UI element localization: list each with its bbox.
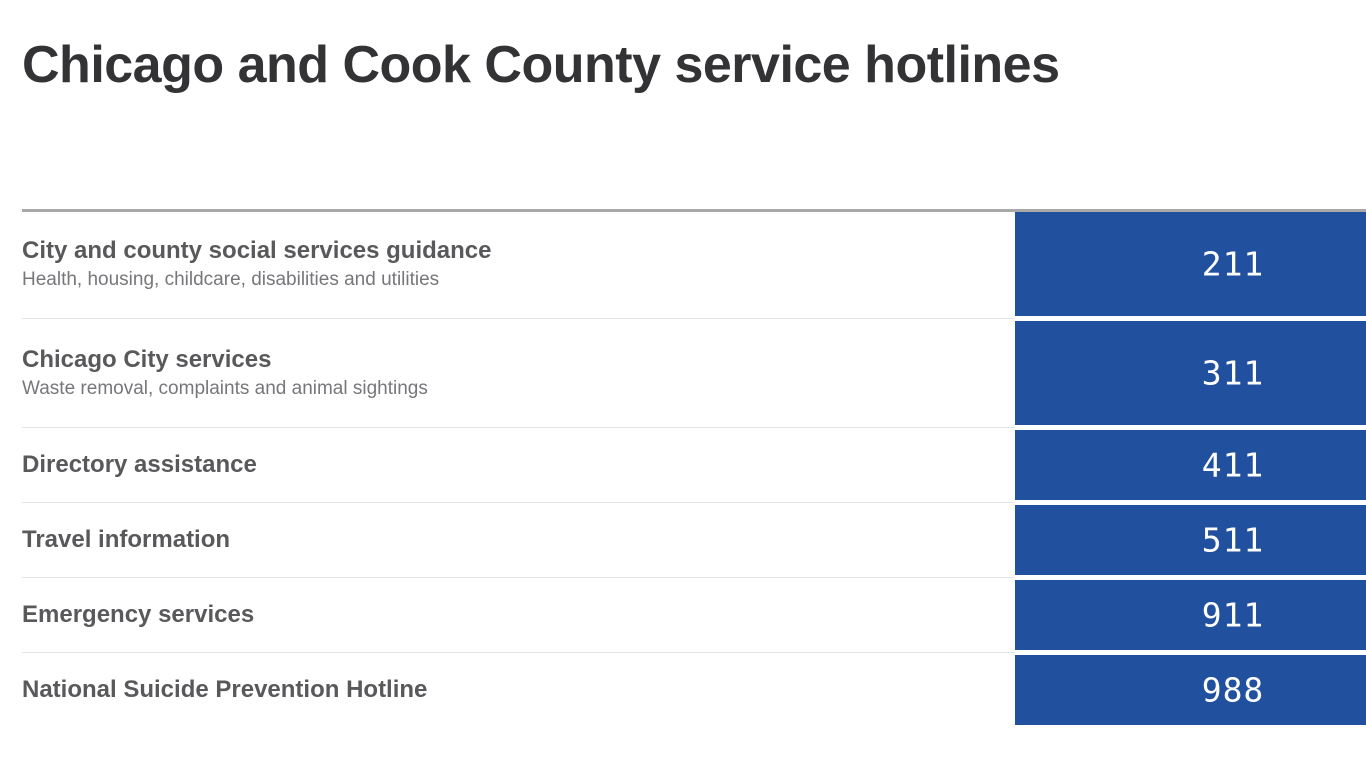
- page-title: Chicago and Cook County service hotlines: [22, 36, 1060, 94]
- table-row-suicide-prevention: National Suicide Prevention Hotline 988: [0, 655, 1366, 725]
- hotline-number: 211: [1201, 244, 1265, 284]
- service-label-cell: Directory assistance: [0, 430, 1015, 500]
- hotline-number-bar: 988: [1015, 655, 1366, 725]
- hotline-number: 411: [1201, 445, 1265, 485]
- table-row-travel-information: Travel information 511: [0, 505, 1366, 578]
- table-row-city-services: Chicago City services Waste removal, com…: [0, 321, 1366, 428]
- hotline-number: 988: [1201, 670, 1265, 710]
- service-label-cell: Chicago City services Waste removal, com…: [0, 321, 1015, 425]
- hotline-number-bar: 311: [1015, 321, 1366, 425]
- hotline-number-bar: 911: [1015, 580, 1366, 650]
- table-top-rule: [22, 209, 1366, 212]
- hotline-number: 911: [1201, 595, 1265, 635]
- hotline-number: 311: [1201, 353, 1265, 393]
- service-label-cell: Travel information: [0, 505, 1015, 575]
- service-label-cell: National Suicide Prevention Hotline: [0, 655, 1015, 725]
- service-label: Emergency services: [22, 601, 255, 629]
- service-label: Directory assistance: [22, 451, 257, 479]
- service-description: Health, housing, childcare, disabilities…: [22, 269, 440, 291]
- hotline-number-bar: 411: [1015, 430, 1366, 500]
- table-row-emergency-services: Emergency services 911: [0, 580, 1366, 653]
- hotline-number: 511: [1201, 520, 1265, 560]
- hotline-number-bar: 511: [1015, 505, 1366, 575]
- hotline-number-bar: 211: [1015, 212, 1366, 316]
- table-row-social-services: City and county social services guidance…: [0, 212, 1366, 319]
- service-label-cell: City and county social services guidance…: [0, 212, 1015, 316]
- service-label: Chicago City services: [22, 345, 272, 373]
- table-row-directory-assistance: Directory assistance 411: [0, 430, 1366, 503]
- hotlines-table: City and county social services guidance…: [0, 212, 1366, 725]
- service-description: Waste removal, complaints and animal sig…: [22, 378, 428, 400]
- service-label: City and county social services guidance: [22, 236, 492, 264]
- service-label: National Suicide Prevention Hotline: [22, 676, 428, 704]
- service-label: Travel information: [22, 526, 231, 554]
- service-label-cell: Emergency services: [0, 580, 1015, 650]
